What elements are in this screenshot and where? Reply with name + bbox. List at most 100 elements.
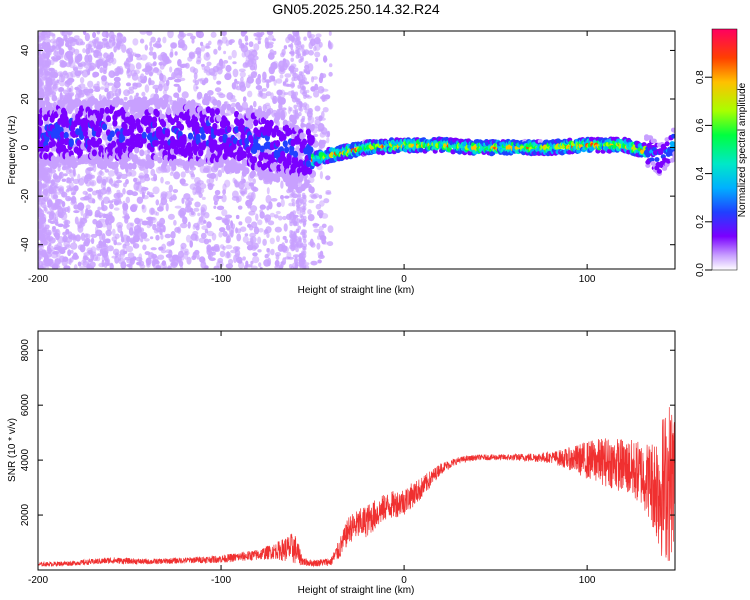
spectrogram-noise-cell — [38, 57, 41, 64]
spectrogram-noise-cell — [216, 80, 222, 85]
spectrogram-noise-cell — [321, 213, 329, 219]
spectrogram-noise-cell — [101, 259, 105, 267]
spectrogram-noise-cell — [68, 169, 74, 173]
spectrogram-noise-cell — [153, 173, 158, 182]
spectrogram-noise-cell — [131, 72, 139, 81]
spectrogram-noise-cell — [73, 67, 79, 72]
spectrogram-noise-cell — [102, 63, 108, 72]
spectrogram-noise-cell — [94, 41, 102, 50]
spectrogram-noise-cell — [76, 84, 82, 93]
spectrogram-noise-cell — [212, 247, 217, 253]
spectrogram-noise-cell — [293, 238, 298, 243]
spectrogram-noise-cell — [293, 266, 297, 269]
spectrogram-noise-cell — [102, 69, 107, 75]
spectrogram-noise-cell — [296, 262, 300, 267]
spectrogram-noise-cell — [289, 233, 293, 238]
spectrogram-noise-cell — [47, 204, 51, 208]
spectrogram-noise-cell — [242, 96, 247, 103]
spectrogram-ridge-cell — [250, 170, 256, 178]
spectrogram-noise-cell — [162, 225, 166, 233]
spectrogram-noise-cell — [328, 31, 332, 36]
spectrogram-noise-cell — [161, 260, 167, 266]
spectrogram-noise-cell — [235, 196, 240, 204]
spectrogram-noise-cell — [282, 215, 287, 221]
spectrogram-noise-cell — [295, 247, 299, 253]
spectrogram-ridge-cell — [157, 156, 163, 164]
spectrogram-noise-cell — [242, 256, 246, 261]
spectrogram-noise-cell — [266, 187, 270, 195]
spectrogram-noise-cell — [284, 195, 290, 199]
spectrogram-noise-cell — [180, 242, 187, 250]
spectrogram-noise-cell — [294, 112, 299, 117]
spectrogram-noise-cell — [83, 195, 90, 201]
spectrogram-noise-cell — [168, 242, 175, 246]
spectrogram-noise-cell — [250, 183, 255, 190]
spectrogram-noise-cell — [238, 261, 245, 269]
spectrogram-noise-cell — [160, 196, 168, 206]
spectrogram-noise-cell — [42, 205, 48, 209]
spectrogram-noise-cell — [114, 255, 119, 264]
spectrogram-noise-cell — [247, 90, 253, 98]
spectrogram-noise-cell — [82, 190, 88, 195]
spectrogram-noise-cell — [125, 82, 132, 87]
spectrogram-noise-cell — [193, 72, 198, 80]
spectrogram-noise-cell — [296, 98, 300, 103]
spectrogram-noise-cell — [52, 194, 59, 200]
spectrogram-noise-cell — [249, 232, 256, 238]
spectrogram-noise-cell — [126, 189, 134, 196]
spectrogram-noise-cell — [247, 53, 255, 61]
spectrogram-noise-cell — [291, 242, 295, 247]
spectrogram-noise-cell — [252, 256, 260, 264]
spectrogram-noise-cell — [87, 46, 93, 54]
spectrogram-noise-cell — [54, 258, 60, 267]
spectrogram-noise-cell — [300, 122, 305, 128]
spectrogram-noise-cell — [142, 244, 147, 251]
spectrogram-noise-cell — [67, 249, 72, 257]
spectrogram-noise-cell — [266, 43, 274, 49]
spectrogram-noise-cell — [222, 183, 227, 192]
spectrogram-noise-cell — [146, 191, 150, 196]
spectrogram-noise-cell — [296, 34, 300, 39]
spectrogram-noise-cell — [294, 244, 299, 249]
spectrogram-noise-cell — [97, 206, 102, 211]
spectrogram-noise-cell — [244, 187, 248, 195]
spectrogram-noise-cell — [219, 244, 225, 250]
spectrogram-ridge-cell — [72, 161, 78, 169]
spectrogram-noise-cell — [162, 89, 167, 95]
spectrogram-noise-cell — [302, 221, 307, 226]
spectrogram-noise-cell — [200, 209, 205, 218]
spectrogram-noise-cell — [51, 94, 58, 102]
spectrogram-noise-cell — [97, 253, 102, 257]
spectrogram-ridge-cell — [112, 119, 118, 127]
spectrogram-noise-cell — [298, 106, 302, 111]
spectrogram-noise-cell — [252, 178, 256, 185]
spectrogram-noise-cell — [48, 32, 56, 37]
spectrogram-noise-cell — [170, 42, 178, 49]
spectrogram-noise-cell — [104, 81, 110, 90]
spectrogram-noise-cell — [257, 236, 262, 245]
spectrogram-noise-cell — [97, 52, 102, 57]
spectrogram-noise-cell — [206, 221, 212, 229]
spectrogram-noise-cell — [150, 36, 156, 43]
spectrogram-noise-cell — [100, 181, 106, 190]
spectrogram-noise-cell — [46, 232, 52, 236]
spectrogram-noise-cell — [88, 265, 92, 269]
spectrogram-noise-cell — [321, 223, 327, 228]
spectrogram-noise-cell — [325, 191, 332, 195]
spectrogram-noise-cell — [203, 220, 207, 224]
spectrogram-ridge-cell — [43, 114, 49, 122]
spectrogram-noise-cell — [223, 50, 227, 55]
spectrogram-noise-cell — [105, 176, 113, 183]
spectrogram-ridge-cell — [102, 123, 108, 131]
spectrogram-noise-cell — [240, 44, 249, 53]
spectrogram-noise-cell — [313, 228, 321, 233]
spectrogram-noise-cell — [195, 47, 202, 55]
spectrogram-noise-cell — [166, 59, 172, 64]
spectrogram-noise-cell — [133, 234, 138, 240]
spectrogram-noise-cell — [38, 244, 45, 250]
spectrogram-noise-cell — [47, 218, 52, 223]
spectrogram-noise-cell — [174, 205, 182, 209]
spectrogram-noise-cell — [200, 41, 204, 47]
spectrogram-ridge-cell — [266, 108, 272, 116]
spectrogram-noise-cell — [174, 78, 182, 83]
